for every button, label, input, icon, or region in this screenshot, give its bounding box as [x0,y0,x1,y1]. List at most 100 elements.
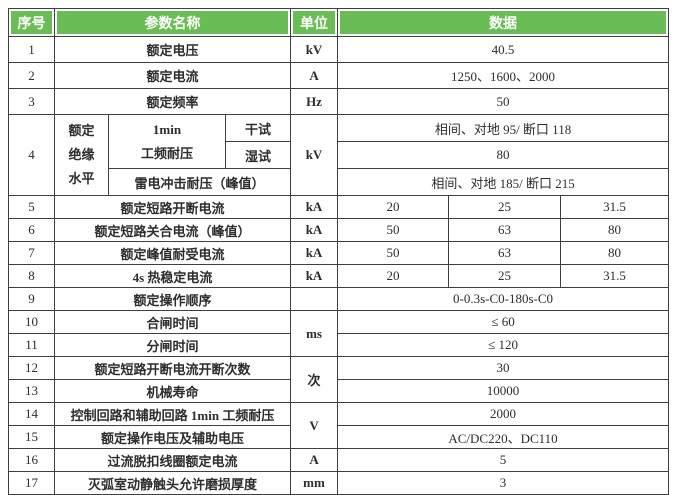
row-6-data-2: 63 [448,218,562,242]
table-row: 15 额定操作电压及辅助电压 AC/DC220、DC110 [8,425,670,449]
row-13-data: 10000 [337,379,670,403]
row-17-no: 17 [8,471,55,495]
table-row: 11 分闸时间 ≤ 120 [8,333,670,357]
table-row: 16 过流脱扣线圈额定电流 A 5 [8,448,670,472]
row-7-param: 额定峰值耐受电流 [53,241,292,265]
row-4-wet-test: 湿试 [224,141,292,169]
row-4-power-frequency-withstand: 1min 工频耐压 [108,114,226,169]
row-1-data: 40.5 [337,36,670,63]
row-11-no: 11 [8,333,55,357]
row-14-data: 2000 [337,402,670,426]
table-row: 7 额定峰值耐受电流 kA 50 63 80 [8,241,670,265]
row-6-data-3: 80 [560,218,670,242]
row-7-data-1: 50 [337,241,450,265]
row-8-data-1: 20 [337,264,450,288]
row-9-param: 额定操作顺序 [53,287,292,311]
row-3-unit: Hz [290,88,339,115]
row-16-no: 16 [8,448,55,472]
table-row: 9 额定操作顺序 0-0.3s-C0-180s-C0 [8,287,670,311]
row-10-data: ≤ 60 [337,310,670,334]
col-header-no: 序号 [8,8,55,37]
row-17-data: 3 [337,471,670,495]
row-5-unit: kA [290,195,339,219]
row-14-no: 14 [8,402,55,426]
table-row: 10 合闸时间 ms ≤ 60 [8,310,670,357]
table-row: 13 机械寿命 10000 [8,379,670,403]
table-row: 4 额定 绝缘 水平 1min 工频耐压 干试 kV 相间、对地 95/ 断口 … [8,114,670,196]
row-5-data-3: 31.5 [560,195,670,219]
table-row: 1 额定电压 kV 40.5 [8,36,670,63]
table-row: 8 4s 热稳定电流 kA 20 25 31.5 [8,264,670,288]
table-row: 3 额定频率 Hz 50 [8,88,670,115]
row-14-15-unit: V [290,402,339,449]
row-16-param: 过流脱扣线圈额定电流 [53,448,292,472]
row-16-unit: A [290,448,339,472]
row-12-param: 额定短路开断电流开断次数 [53,356,292,380]
row-2-no: 2 [8,62,55,89]
header-row: 序号 参数名称 单位 数据 [8,8,670,37]
table-row: 2 额定电流 A 1250、1600、2000 [8,62,670,89]
row-17-unit: mm [290,471,339,495]
row-8-no: 8 [8,264,55,288]
col-header-unit: 单位 [290,8,339,37]
row-4-no: 4 [8,114,55,196]
row-7-no: 7 [8,241,55,265]
row-17-param: 灭弧室动静触头允许磨损厚度 [53,471,292,495]
row-3-data: 50 [337,88,670,115]
row-5-no: 5 [8,195,55,219]
row-6-data-1: 50 [337,218,450,242]
row-1-unit: kV [290,36,339,63]
row-12-no: 12 [8,356,55,380]
row-9-data: 0-0.3s-C0-180s-C0 [337,287,670,311]
row-1-no: 1 [8,36,55,63]
row-13-param: 机械寿命 [53,379,292,403]
row-10-11-unit: ms [290,310,339,357]
row-15-data: AC/DC220、DC110 [337,425,670,449]
row-4-wet-data: 80 [337,141,670,169]
table-row: 5 额定短路开断电流 kA 20 25 31.5 [8,195,670,219]
row-4-insulation-group: 额定 绝缘 水平 [54,114,109,196]
row-4-dry-test: 干试 [224,114,292,142]
row-3-param: 额定频率 [53,88,292,115]
col-header-param: 参数名称 [53,8,292,37]
row-12-data: 30 [337,356,670,380]
row-2-param: 额定电流 [53,62,292,89]
row-15-param: 额定操作电压及辅助电压 [53,425,292,449]
row-7-unit: kA [290,241,339,265]
row-5-data-1: 20 [337,195,450,219]
row-13-no: 13 [8,379,55,403]
row-8-param: 4s 热稳定电流 [53,264,292,288]
spec-table: 序号 参数名称 单位 数据 1 额定电压 kV 40.5 2 额定电流 A 12… [8,8,670,495]
row-14-param: 控制回路和辅助回路 1min 工频耐压 [53,402,292,426]
row-2-unit: A [290,62,339,89]
row-5-data-2: 25 [448,195,562,219]
row-4-dry-data: 相间、对地 95/ 断口 118 [337,114,670,142]
row-10-param: 合闸时间 [53,310,292,334]
row-4-lightning-data: 相间、对地 185/ 断口 215 [337,168,670,196]
row-4-unit: kV [290,114,339,196]
row-6-unit: kA [290,218,339,242]
row-12-13-unit: 次 [290,356,339,403]
row-7-data-3: 80 [560,241,670,265]
table-row: 雷电冲击耐压（峰值） 相间、对地 185/ 断口 215 [9,168,670,196]
row-6-param: 额定短路关合电流（峰值） [53,218,292,242]
table-row: 14 控制回路和辅助回路 1min 工频耐压 V 2000 [8,402,670,449]
row-7-data-2: 63 [448,241,562,265]
row-11-data: ≤ 120 [337,333,670,357]
row-16-data: 5 [337,448,670,472]
row-11-param: 分闸时间 [53,333,292,357]
table-row: 17 灭弧室动静触头允许磨损厚度 mm 3 [8,471,670,495]
row-2-data: 1250、1600、2000 [337,62,670,89]
row-4-lightning-impulse: 雷电冲击耐压（峰值） [107,168,292,196]
row-9-unit [290,287,339,311]
col-header-data: 数据 [337,8,670,37]
row-8-data-3: 31.5 [560,264,670,288]
row-10-no: 10 [8,310,55,334]
row-1-param: 额定电压 [53,36,292,63]
table-row: 6 额定短路关合电流（峰值） kA 50 63 80 [8,218,670,242]
row-3-no: 3 [8,88,55,115]
row-9-no: 9 [8,287,55,311]
row-5-param: 额定短路开断电流 [53,195,292,219]
row-8-unit: kA [290,264,339,288]
